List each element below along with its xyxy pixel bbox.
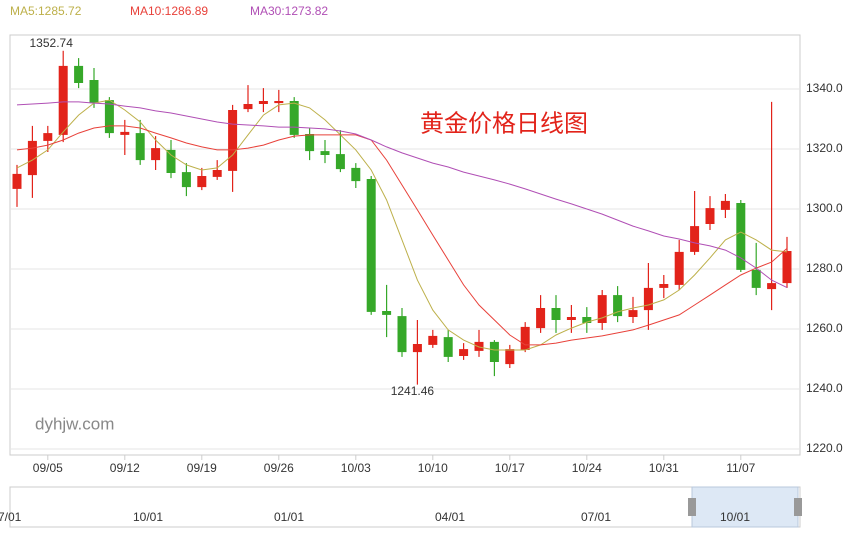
min-label: 1241.46 <box>391 384 435 398</box>
y-tick-label: 1240.0 <box>806 381 843 395</box>
x-tick-label: 09/26 <box>264 461 294 475</box>
chart-title: 黄金价格日线图 <box>420 110 588 137</box>
candle-body <box>197 176 207 188</box>
candle-body <box>597 295 607 323</box>
candle-body <box>690 226 700 252</box>
y-tick-label: 1320.0 <box>806 141 843 155</box>
candle-body <box>582 317 592 323</box>
candle-body <box>120 131 130 135</box>
candle-body <box>151 148 161 161</box>
candle-body <box>12 173 22 189</box>
x-tick-label: 11/07 <box>726 461 755 475</box>
candle-body <box>104 100 114 134</box>
candle-body <box>643 287 653 311</box>
y-tick-label: 1280.0 <box>806 261 843 275</box>
candle-body <box>366 179 376 312</box>
plot-frame <box>9 34 801 456</box>
candle-body <box>412 344 422 353</box>
x-tick-label: 10/17 <box>495 461 525 475</box>
y-tick-label: 1300.0 <box>806 201 843 215</box>
candle-body <box>89 80 99 104</box>
y-tick-label: 1220.0 <box>806 441 843 455</box>
navigator-handle[interactable] <box>794 498 802 516</box>
candle-body <box>613 295 623 317</box>
x-tick-label: 09/12 <box>110 461 140 475</box>
navigator-label: 7/01 <box>0 510 22 524</box>
candle-body <box>228 110 238 171</box>
candle-body <box>736 203 746 270</box>
ma-line <box>16 101 788 288</box>
legend-entry: MA5:1285.72 <box>10 4 82 18</box>
candle-body <box>566 317 576 320</box>
candle-body <box>243 104 253 110</box>
candle-body <box>782 251 792 284</box>
candle-body <box>305 134 315 152</box>
candle-body <box>212 170 222 177</box>
candle-body <box>74 65 84 83</box>
candle-body <box>720 200 730 210</box>
candle-body <box>428 335 438 345</box>
x-tick-label: 09/05 <box>33 461 63 475</box>
ma-line <box>16 99 788 351</box>
x-tick-label: 10/03 <box>341 461 371 475</box>
navigator-label: 01/01 <box>274 510 304 524</box>
candle-body <box>751 269 761 288</box>
navigator-label: 04/01 <box>435 510 465 524</box>
x-tick-label: 09/19 <box>187 461 217 475</box>
candle-body <box>520 326 530 350</box>
candle-body <box>459 349 469 356</box>
x-tick-label: 10/31 <box>649 461 679 475</box>
y-tick-label: 1340.0 <box>806 81 843 95</box>
watermark: dyhjw.com <box>35 414 114 433</box>
candle-body <box>382 311 392 315</box>
candle-body <box>659 284 669 288</box>
candle-body <box>335 154 345 170</box>
navigator-label: 10/01 <box>720 510 750 524</box>
candle-body <box>474 341 484 351</box>
candle-body <box>767 283 777 290</box>
candle-body <box>27 140 37 176</box>
candle-body <box>320 151 330 155</box>
candle-body <box>443 337 453 357</box>
candle-body <box>489 341 499 362</box>
candle-body <box>536 308 546 329</box>
candle-body <box>258 101 268 104</box>
navigator[interactable] <box>9 486 801 528</box>
x-tick-label: 10/24 <box>572 461 602 475</box>
navigator-selection[interactable] <box>691 486 799 528</box>
candle-body <box>166 149 176 173</box>
candle-body <box>628 310 638 317</box>
candle-body <box>58 65 68 135</box>
candle-body <box>505 349 515 365</box>
navigator-handle[interactable] <box>688 498 696 516</box>
candle-body <box>551 308 561 320</box>
candle-body <box>181 172 191 188</box>
navigator-label: 07/01 <box>581 510 611 524</box>
navigator-label: 10/01 <box>133 510 163 524</box>
x-tick-label: 10/10 <box>418 461 448 475</box>
candle-body <box>274 101 284 104</box>
candle-body <box>674 251 684 285</box>
candle-body <box>43 133 53 141</box>
legend-entry: MA10:1286.89 <box>130 4 208 18</box>
candle-body <box>397 316 407 353</box>
y-tick-label: 1260.0 <box>806 321 843 335</box>
candle-body <box>289 101 299 135</box>
max-label: 1352.74 <box>30 36 74 50</box>
candle-body <box>705 208 715 224</box>
candle-body <box>351 167 361 182</box>
ma-line <box>16 125 788 346</box>
legend-entry: MA30:1273.82 <box>250 4 328 18</box>
candle-body <box>135 133 145 161</box>
